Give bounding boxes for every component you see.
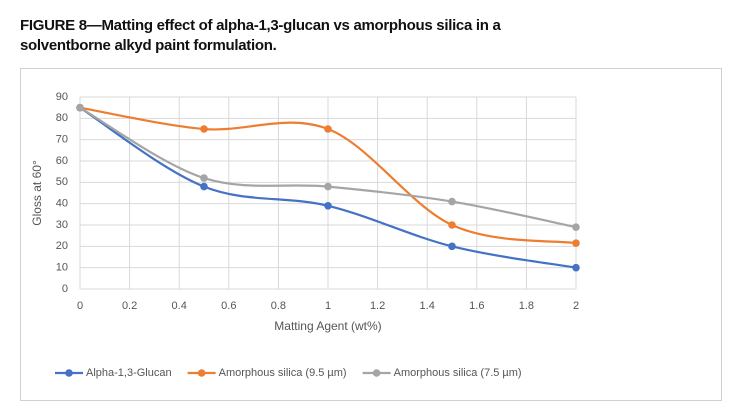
y-tick-label: 70 xyxy=(56,134,68,146)
y-tick-label: 40 xyxy=(56,198,68,210)
x-tick-label: 1.6 xyxy=(469,300,484,312)
x-tick-label: 0.4 xyxy=(172,300,187,312)
data-point xyxy=(448,242,456,251)
x-axis-label: Matting Agent (wt%) xyxy=(274,319,381,333)
data-point xyxy=(448,197,456,206)
x-tick-label: 0.6 xyxy=(221,300,236,312)
data-point xyxy=(324,182,332,191)
chart-frame xyxy=(20,68,722,401)
y-tick-label: 90 xyxy=(56,91,68,103)
y-axis-label: Gloss at 60° xyxy=(30,160,44,226)
data-point xyxy=(448,221,456,229)
x-tick-label: 2 xyxy=(573,300,579,312)
data-point xyxy=(76,103,84,112)
data-point xyxy=(324,202,332,210)
y-tick-label: 10 xyxy=(56,262,68,274)
data-point xyxy=(200,174,208,182)
legend-marker xyxy=(65,369,73,377)
x-tick-label: 0 xyxy=(77,300,83,312)
data-point xyxy=(200,182,208,191)
data-point xyxy=(572,263,580,272)
legend-label: Amorphous silica (7.5 µm) xyxy=(394,367,522,379)
y-tick-label: 30 xyxy=(56,219,68,231)
data-point xyxy=(572,223,580,231)
legend-label: Alpha-1,3-Glucan xyxy=(86,367,172,379)
y-tick-label: 60 xyxy=(56,155,68,167)
legend-marker xyxy=(372,369,381,377)
legend-marker xyxy=(197,369,206,377)
x-tick-label: 1.8 xyxy=(519,300,534,312)
x-tick-label: 1.4 xyxy=(420,300,435,312)
chart-title: FIGURE 8—Matting effect of alpha-1,3-glu… xyxy=(20,17,501,54)
x-tick-label: 1 xyxy=(325,300,331,312)
data-point xyxy=(324,125,332,133)
data-point xyxy=(572,239,580,247)
x-tick-label: 1.2 xyxy=(370,300,385,312)
legend-label: Amorphous silica (9.5 µm) xyxy=(219,367,347,379)
x-tick-label: 0.8 xyxy=(271,300,286,312)
y-tick-label: 20 xyxy=(56,240,68,252)
y-tick-label: 50 xyxy=(56,176,68,188)
y-tick-label: 80 xyxy=(56,112,68,124)
x-tick-label: 0.2 xyxy=(122,300,137,312)
data-point xyxy=(200,125,208,133)
y-tick-label: 0 xyxy=(62,283,68,295)
